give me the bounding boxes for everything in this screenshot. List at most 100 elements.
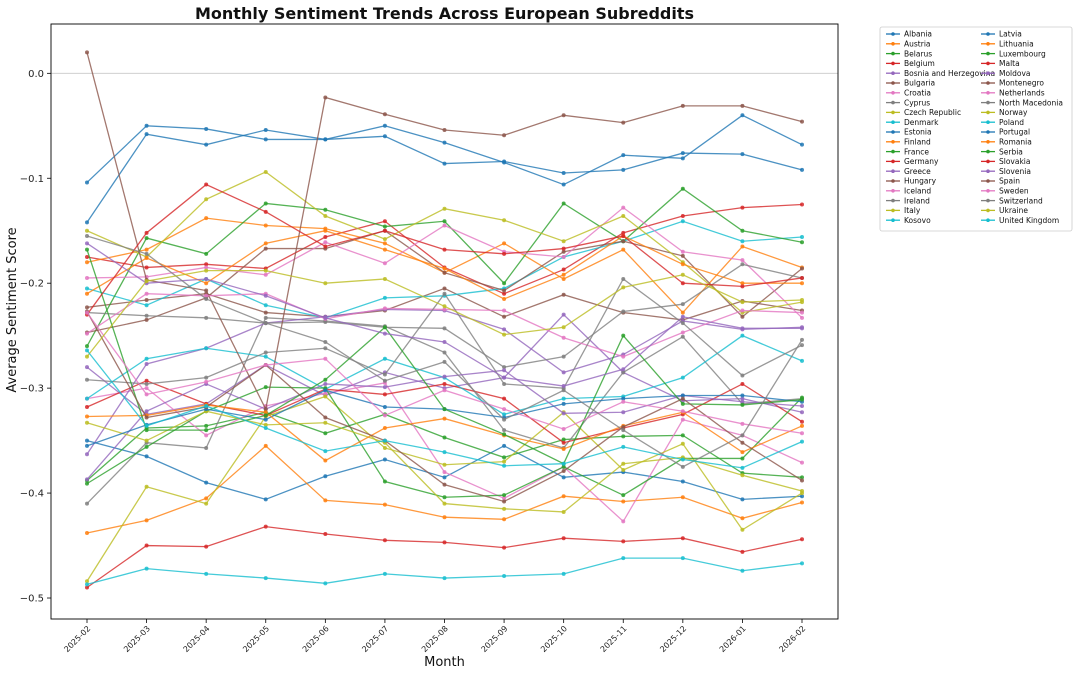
data-point (263, 363, 268, 368)
data-point (740, 113, 745, 118)
legend-item: Belgium (886, 59, 935, 68)
data-point (85, 286, 89, 291)
data-point (502, 218, 507, 223)
data-point (204, 501, 209, 506)
data-point (263, 310, 268, 315)
data-point (85, 247, 89, 252)
legend-label: Montenegro (999, 79, 1044, 88)
data-point (382, 392, 387, 397)
data-point (382, 123, 387, 128)
legend-item: Czech Republic (886, 108, 961, 117)
data-point (323, 137, 328, 142)
data-point (680, 156, 685, 161)
data-point (382, 241, 387, 246)
legend-label: Kosovo (904, 216, 931, 225)
data-point (323, 281, 328, 286)
data-point (680, 396, 685, 401)
data-point (680, 302, 685, 307)
data-point (740, 333, 745, 338)
data-point (621, 153, 626, 158)
data-point (442, 304, 447, 309)
data-point (621, 461, 626, 466)
legend-item: Denmark (886, 118, 939, 127)
data-point (740, 381, 745, 386)
legend-item: Bosnia and Herzegovina (886, 69, 995, 78)
data-point (204, 216, 209, 221)
data-point (323, 356, 328, 361)
data-point (442, 435, 447, 440)
data-point (561, 325, 566, 330)
legend-label: Slovenia (999, 167, 1031, 176)
data-point (382, 438, 387, 443)
data-point (85, 233, 89, 238)
data-point (621, 399, 626, 404)
data-point (800, 410, 804, 415)
legend-label: Serbia (999, 147, 1023, 156)
data-point (740, 497, 745, 502)
data-point (740, 465, 745, 470)
legend-marker (986, 42, 990, 46)
series-poland (85, 556, 804, 587)
data-point (382, 571, 387, 576)
data-point (680, 321, 685, 326)
data-point (85, 438, 89, 443)
data-point (144, 297, 149, 302)
chart-title: Monthly Sentiment Trends Across European… (195, 4, 694, 23)
legend-label: Italy (904, 206, 921, 215)
x-axis-title: Month (424, 655, 465, 670)
data-point (442, 515, 447, 520)
data-point (680, 103, 685, 108)
data-point (382, 247, 387, 252)
data-point (680, 375, 685, 380)
data-point (502, 463, 507, 468)
data-point (680, 186, 685, 191)
data-point (144, 428, 149, 433)
data-point (740, 258, 745, 263)
legend-marker (986, 198, 990, 203)
data-point (204, 126, 209, 131)
legend-label: Norway (999, 108, 1028, 117)
data-point (621, 410, 626, 415)
data-point (680, 441, 685, 446)
data-point (621, 434, 626, 439)
data-point (800, 478, 804, 483)
data-point (323, 532, 328, 536)
legend-marker (891, 32, 895, 36)
data-point (740, 239, 745, 244)
series-austria (85, 443, 804, 535)
data-point (740, 450, 745, 455)
legend-item: Germany (886, 157, 939, 166)
data-point (323, 244, 328, 249)
data-point (204, 571, 209, 576)
data-point (263, 426, 268, 431)
data-point (85, 305, 89, 310)
data-point (502, 573, 507, 578)
legend-label: Hungary (904, 177, 937, 186)
data-point (442, 339, 447, 344)
data-point (800, 358, 804, 363)
data-point (85, 291, 89, 296)
series-albania (85, 438, 804, 502)
data-point (144, 518, 149, 523)
legend-label: Lithuania (999, 40, 1034, 49)
legend-item: Latvia (981, 30, 1022, 39)
data-point (561, 354, 566, 359)
data-point (800, 460, 804, 465)
data-point (323, 207, 328, 212)
data-point (621, 354, 626, 359)
y-tick-label: 0.0 (28, 69, 44, 80)
y-tick-label: −0.1 (20, 174, 44, 185)
data-point (144, 313, 149, 318)
data-point (680, 393, 685, 398)
data-point (263, 223, 268, 228)
data-point (680, 433, 685, 438)
data-point (323, 474, 328, 479)
legend-box (879, 26, 1073, 232)
data-point (382, 134, 387, 139)
legend-label: Germany (904, 157, 939, 166)
legend-label: Luxembourg (999, 49, 1046, 58)
data-point (621, 247, 626, 252)
data-point (382, 277, 387, 281)
data-point (561, 239, 566, 244)
